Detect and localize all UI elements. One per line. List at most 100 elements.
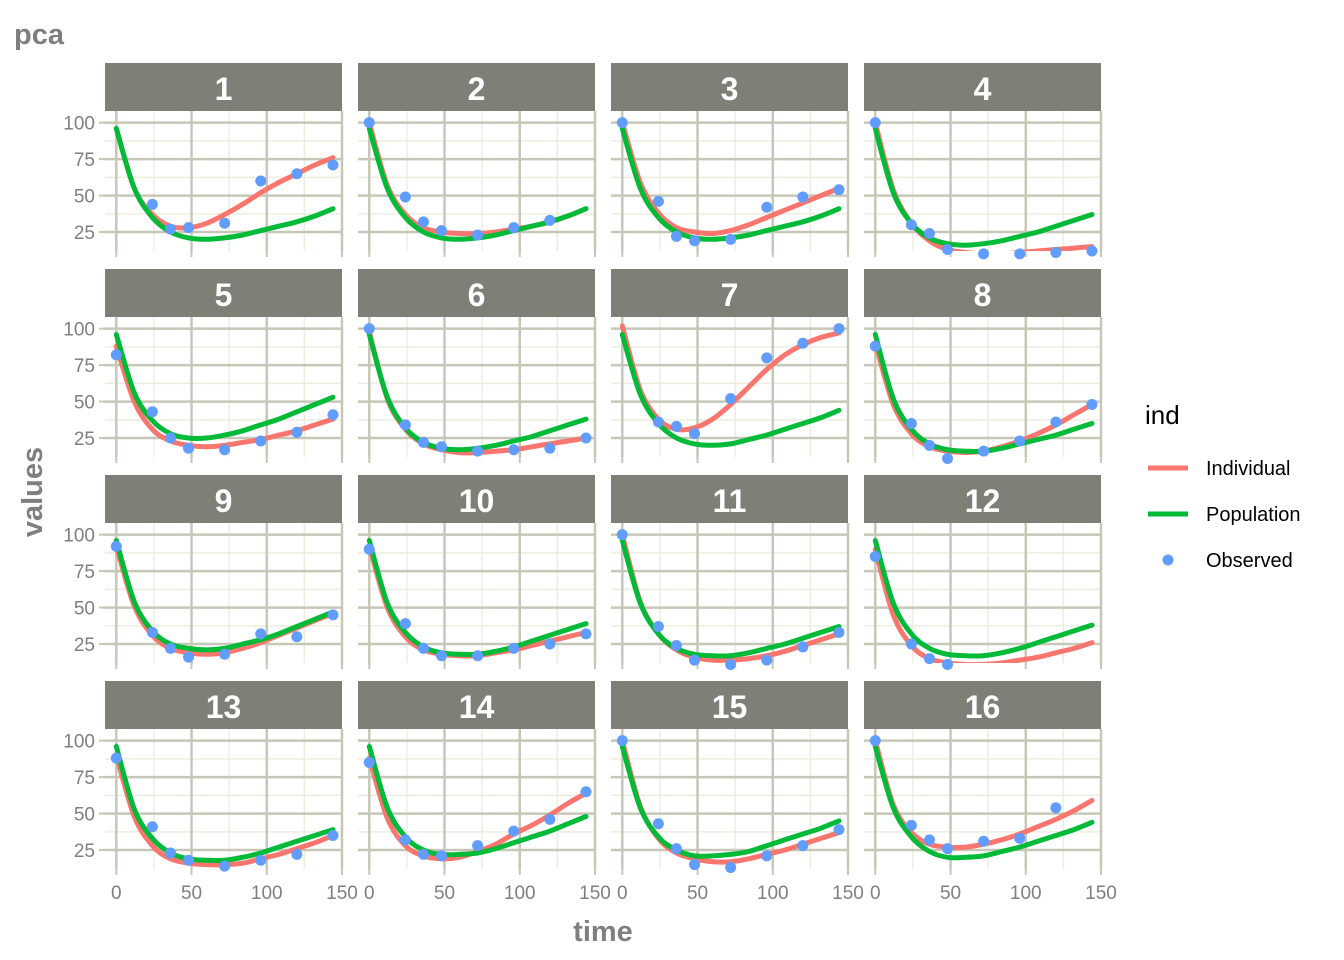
observed-point [1086, 245, 1098, 257]
x-tick-label: 150 [579, 883, 611, 904]
observed-point [942, 452, 954, 464]
observed-point [436, 441, 448, 453]
strip-label: 13 [206, 689, 242, 725]
strip-label: 12 [965, 483, 1001, 519]
observed-point [363, 543, 375, 555]
observed-point [164, 847, 176, 859]
observed-point [327, 829, 339, 841]
panel-16: 16 0 50 100 150 [864, 681, 1117, 904]
observed-point [689, 654, 701, 666]
observed-point [869, 340, 881, 352]
strip-label: 5 [215, 277, 233, 313]
observed-point [923, 834, 935, 846]
strip-label: 15 [712, 689, 748, 725]
observed-point [1014, 832, 1026, 844]
observed-point [399, 618, 411, 630]
observed-point [670, 230, 682, 242]
observed-point [923, 228, 935, 239]
observed-point [652, 621, 664, 633]
observed-point [833, 824, 845, 836]
plot-area [105, 523, 342, 663]
plot-area [611, 729, 848, 869]
observed-point [725, 233, 737, 245]
observed-point [833, 323, 845, 335]
y-tick-label: 25 [74, 429, 95, 450]
legend-title: ind [1145, 400, 1180, 430]
observed-point [616, 117, 628, 129]
observed-point [472, 445, 484, 457]
panel-3: 3 [611, 63, 850, 257]
observed-point [255, 628, 267, 640]
observed-point [725, 658, 737, 670]
observed-point [291, 426, 303, 438]
strip-label: 1 [215, 71, 233, 107]
observed-point [508, 825, 520, 837]
observed-point [761, 201, 773, 213]
plot-area [105, 111, 342, 251]
panel-2: 2 [358, 63, 597, 257]
observed-point [1050, 246, 1062, 258]
individual-line [619, 120, 842, 237]
x-tick-label: 0 [364, 883, 375, 904]
observed-point [146, 626, 158, 638]
observed-point [652, 416, 664, 428]
x-tick-label: 100 [504, 883, 536, 904]
panel-11: 11 [611, 475, 850, 670]
observed-point [978, 835, 990, 847]
population-line [872, 538, 1095, 659]
observed-point [1050, 802, 1062, 814]
strip-label: 9 [215, 483, 233, 519]
observed-point [291, 631, 303, 643]
observed-point [508, 642, 520, 654]
strip-8 [864, 269, 1101, 317]
observed-point [833, 184, 845, 196]
legend-key-observed [1162, 554, 1174, 566]
y-tick-label: 50 [74, 805, 95, 826]
panel-10: 10 [358, 475, 597, 669]
observed-point [363, 323, 375, 335]
strip-label: 7 [721, 277, 739, 313]
observed-point [978, 445, 990, 457]
observed-point [1014, 248, 1026, 260]
observed-point [219, 217, 231, 229]
observed-point [417, 436, 429, 448]
plot-area [864, 317, 1101, 457]
observed-point [616, 529, 628, 541]
observed-point [219, 444, 231, 456]
observed-point [110, 540, 122, 552]
strip-label: 4 [974, 71, 992, 107]
y-tick-label: 25 [74, 635, 95, 656]
observed-point [652, 195, 664, 207]
panel-4: 4 [864, 63, 1103, 260]
observed-point [652, 818, 664, 830]
observed-point [761, 850, 773, 862]
x-tick-label: 50 [940, 883, 961, 904]
population-line [619, 744, 842, 859]
y-tick-label: 50 [74, 599, 95, 620]
y-tick-label: 75 [74, 150, 95, 171]
chart-title: pca [14, 19, 65, 51]
strip-4 [864, 63, 1101, 111]
observed-point [164, 223, 176, 235]
observed-point [833, 626, 845, 638]
strip-1 [105, 63, 342, 111]
strip-16 [864, 681, 1101, 729]
x-tick-label: 0 [617, 883, 628, 904]
observed-point [183, 854, 195, 866]
strip-5 [105, 269, 342, 317]
strip-11 [611, 475, 848, 523]
y-axis-title: values [17, 447, 49, 537]
panels: 1 25 50 75 100 2 3 4 5 25 50 75 100 6 7 8 9 25 50 75 100 10 11… [63, 63, 1117, 904]
observed-point [761, 352, 773, 364]
observed-point [436, 850, 448, 862]
observed-point [905, 819, 917, 831]
strip-label: 6 [468, 277, 486, 313]
observed-point [689, 859, 701, 871]
x-tick-label: 50 [181, 883, 202, 904]
observed-point [164, 642, 176, 654]
panel-5: 5 25 50 75 100 [63, 269, 344, 463]
legend: ind Individual Population Observed [1145, 400, 1301, 572]
panel-9: 9 25 50 75 100 [63, 475, 344, 669]
observed-point [327, 609, 339, 621]
observed-point [869, 551, 881, 563]
